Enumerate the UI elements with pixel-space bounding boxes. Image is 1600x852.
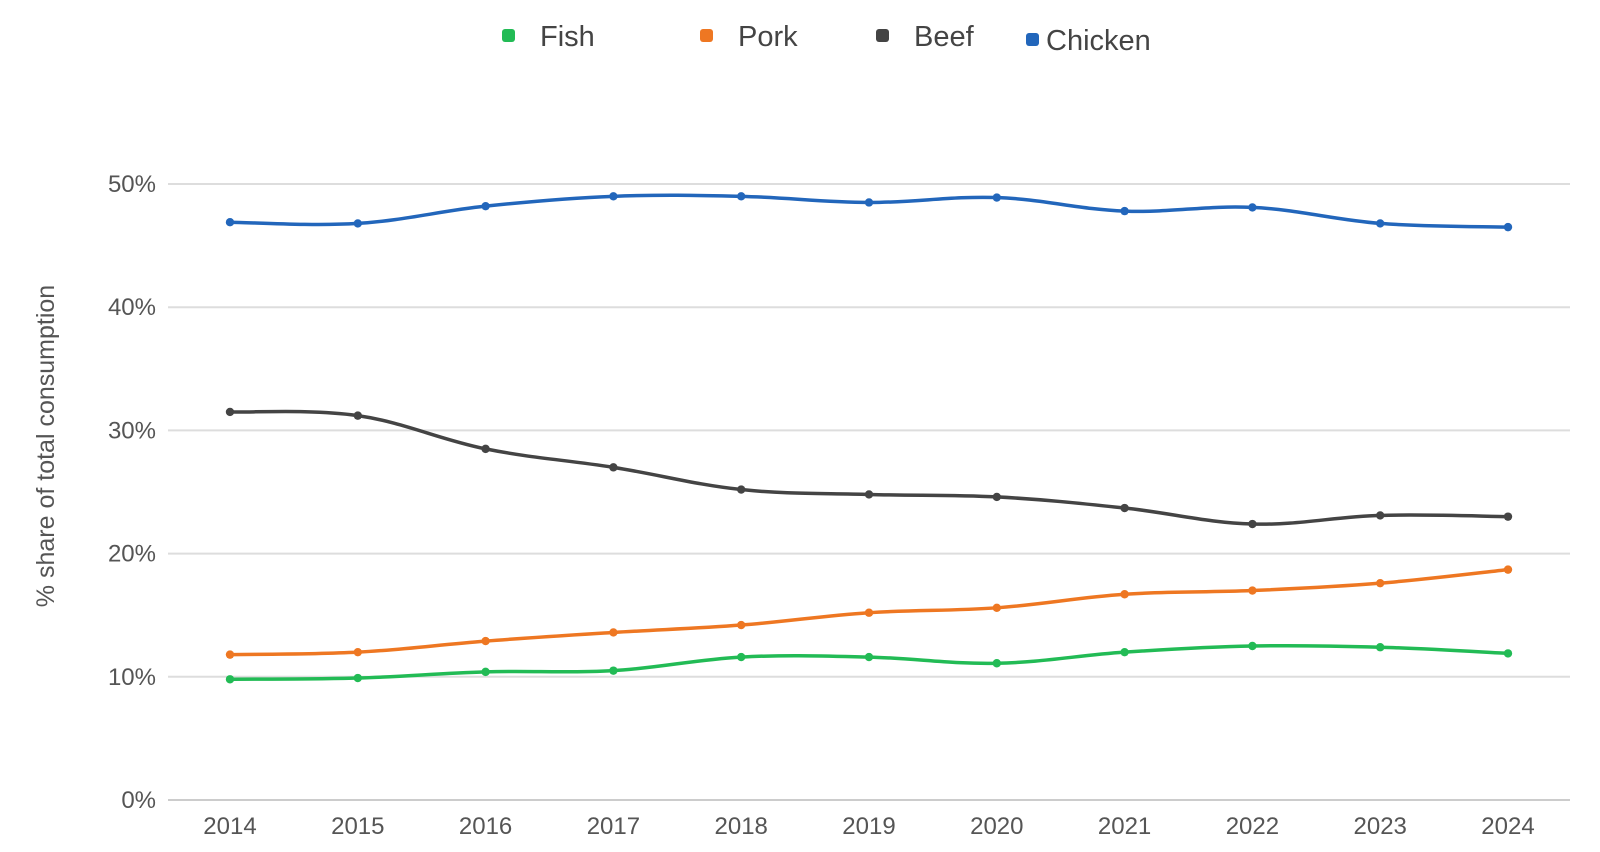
y-tick-label: 0% (121, 787, 156, 814)
data-point-chicken (1248, 203, 1257, 212)
legend-label-chicken: Chicken (1046, 25, 1151, 57)
legend-swatch-chicken (1026, 33, 1039, 46)
data-point-chicken (353, 219, 362, 228)
series-line-beef (228, 409, 1510, 526)
legend: Fish Pork Beef Chicken (502, 21, 1151, 57)
legend-item-chicken: Chicken (1026, 25, 1151, 57)
x-tick-label: 2018 (715, 813, 768, 840)
legend-label-beef: Beef (914, 21, 975, 53)
data-point-pork (1376, 578, 1385, 588)
data-point-chicken (1503, 222, 1513, 232)
y-tick-label: 30% (108, 417, 156, 444)
legend-label-pork: Pork (738, 21, 798, 53)
x-tick-label: 2019 (842, 813, 895, 840)
series-beef (225, 407, 1513, 529)
x-tick-label: 2016 (459, 813, 512, 840)
data-point-chicken (1120, 206, 1129, 216)
legend-label-fish: Fish (540, 21, 595, 53)
data-point-beef (864, 490, 874, 499)
x-tick-label: 2023 (1354, 813, 1407, 840)
series-line-fish (228, 643, 1510, 682)
legend-item-pork: Pork (700, 21, 798, 53)
data-point-chicken (225, 217, 235, 227)
x-tick-label: 2021 (1098, 813, 1151, 840)
data-point-fish (609, 666, 618, 675)
x-axis-ticks: 2014 2015 2016 2017 2018 2019 2020 2021 2022 2023… (203, 813, 1534, 840)
x-tick-label: 2020 (970, 813, 1023, 840)
y-tick-label: 40% (108, 294, 156, 321)
data-point-chicken (481, 201, 490, 211)
x-tick-label: 2015 (331, 813, 384, 840)
data-point-beef (609, 463, 618, 472)
data-point-chicken (737, 192, 746, 201)
series-layer (225, 192, 1513, 684)
data-point-pork (481, 636, 490, 646)
y-axis-ticks: 0% 10% 20% 30% 40% 50% (108, 171, 156, 814)
x-tick-label: 2022 (1226, 813, 1279, 840)
data-point-fish (864, 652, 874, 662)
data-point-beef (1248, 519, 1257, 529)
data-point-pork (225, 650, 235, 659)
series-chicken (225, 192, 1513, 232)
data-point-fish (225, 675, 235, 684)
y-axis-title: % share of total consumption (32, 285, 60, 607)
data-point-pork (609, 628, 618, 637)
series-fish (225, 641, 1513, 684)
data-point-fish (353, 673, 362, 683)
data-point-pork (864, 608, 874, 617)
data-point-beef (992, 492, 1001, 502)
legend-swatch-fish (502, 29, 515, 42)
legend-swatch-beef (876, 29, 889, 42)
data-point-chicken (864, 198, 874, 207)
data-point-chicken (609, 192, 618, 201)
x-tick-label: 2014 (203, 813, 256, 840)
data-point-beef (737, 485, 746, 494)
data-point-pork (353, 647, 362, 657)
data-point-beef (225, 407, 235, 417)
x-tick-label: 2024 (1481, 813, 1534, 840)
y-tick-label: 50% (108, 171, 156, 198)
series-pork (225, 565, 1513, 659)
x-tick-label: 2017 (587, 813, 640, 840)
legend-swatch-pork (700, 29, 713, 42)
data-point-beef (1376, 511, 1385, 520)
data-point-beef (1503, 512, 1513, 521)
legend-item-fish: Fish (502, 21, 595, 53)
y-tick-label: 20% (108, 541, 156, 568)
y-tick-label: 10% (108, 664, 156, 691)
data-point-fish (1376, 643, 1385, 652)
data-point-fish (1120, 647, 1129, 657)
data-point-beef (481, 444, 490, 454)
data-point-fish (481, 667, 490, 677)
data-point-fish (737, 652, 746, 662)
legend-item-beef: Beef (876, 21, 975, 53)
data-point-chicken (992, 193, 1001, 202)
data-point-beef (353, 411, 362, 420)
data-point-pork (1248, 586, 1257, 595)
data-point-pork (737, 620, 746, 630)
data-point-chicken (1376, 219, 1385, 228)
data-point-fish (992, 659, 1001, 668)
data-point-pork (1503, 565, 1513, 574)
data-point-pork (1120, 590, 1129, 599)
data-point-fish (1503, 649, 1513, 658)
data-point-pork (992, 603, 1001, 613)
data-point-beef (1120, 503, 1129, 513)
data-point-fish (1248, 641, 1257, 651)
